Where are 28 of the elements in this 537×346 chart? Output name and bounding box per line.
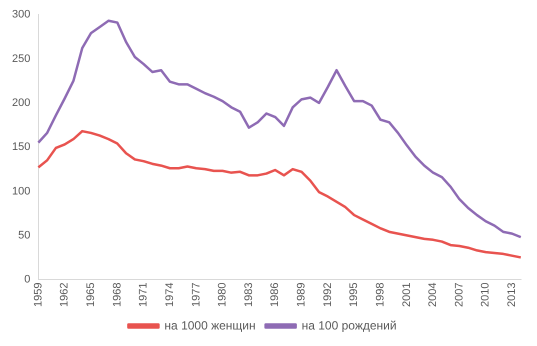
x-tick-label: 2001 <box>400 282 413 308</box>
x-tick-label: 1974 <box>164 282 176 308</box>
legend-label: на 1000 женщин <box>164 318 256 332</box>
x-tick-label: 1977 <box>190 282 202 308</box>
x-tick-label: 1959 <box>32 282 44 308</box>
x-tick-label: 1998 <box>374 282 386 308</box>
y-tick-label: 250 <box>12 52 30 65</box>
legend-label: на 100 рождений <box>302 318 397 332</box>
x-tick-label: 1995 <box>348 282 360 308</box>
x-tick-label: 1986 <box>269 282 282 308</box>
x-tick-label: 2004 <box>427 282 440 308</box>
y-tick-label: 150 <box>12 141 30 154</box>
y-tick-label: 200 <box>12 96 30 109</box>
x-tick-label: 1992 <box>322 282 334 308</box>
y-tick-label: 300 <box>12 8 30 21</box>
x-tick-label: 1980 <box>216 282 229 308</box>
x-tick-label: 1989 <box>296 282 308 308</box>
x-tick-label: 1968 <box>111 282 124 308</box>
x-tick-label: 2013 <box>506 282 518 308</box>
x-tick-label: 2010 <box>480 282 492 308</box>
x-tick-label: 1962 <box>58 282 71 308</box>
y-tick-label: 50 <box>18 229 30 242</box>
x-tick-label: 1971 <box>138 282 150 308</box>
y-tick-label: 0 <box>24 274 30 286</box>
y-tick-label: 100 <box>12 185 30 198</box>
x-tick-label: 2007 <box>453 282 466 308</box>
x-tick-label: 1965 <box>85 282 98 308</box>
x-tick-label: 1983 <box>242 282 255 308</box>
